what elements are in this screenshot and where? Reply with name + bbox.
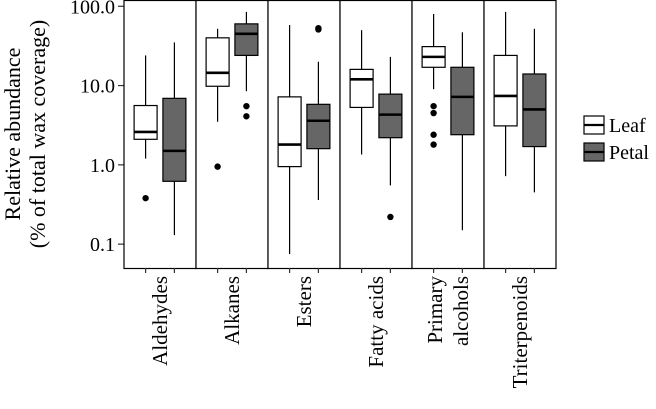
petal-box [234, 11, 259, 120]
y-axis-title: Relative abundance (% of total wax covera… [0, 20, 50, 248]
facet-panel [339, 0, 413, 273]
petal-box [450, 32, 475, 231]
category-labels: Aldehydes Alkanes Esters Fatty acids Primary… [148, 276, 532, 389]
box-body [349, 68, 374, 109]
facet-panel [195, 0, 269, 273]
outlier-point [430, 131, 437, 138]
category-label: Alkanes [220, 276, 244, 345]
y-axis-title-line: (% of total wax coverage) [25, 20, 50, 248]
category-label: Fatty acids [364, 276, 388, 368]
facet-panel [123, 0, 197, 273]
box-body [493, 54, 518, 127]
outlier-point [315, 26, 322, 33]
outlier-point [142, 194, 149, 202]
category-label: Esters [292, 276, 316, 327]
facet-panel [411, 0, 485, 273]
leaf-box [133, 55, 158, 202]
petal-box [306, 24, 331, 201]
y-tick-label: 1.0 [90, 155, 115, 177]
leaf-box [493, 11, 518, 177]
outlier-point [243, 102, 250, 110]
category-label: Aldehydes [148, 276, 172, 366]
outlier-point [430, 109, 437, 117]
box-body [162, 97, 187, 182]
box-body [133, 104, 158, 140]
leaf-box [277, 25, 302, 255]
y-tick-label: 100.0 [70, 0, 115, 18]
petal-box [162, 42, 187, 236]
y-tick-label: 10.0 [80, 76, 115, 98]
y-tick-label: 0.1 [90, 234, 115, 256]
box-body [450, 66, 475, 136]
outlier-point [430, 141, 437, 148]
leaf-box [421, 13, 446, 148]
legend-label: Petal [609, 142, 649, 164]
category-label: Primary [423, 276, 447, 344]
box-body [234, 23, 259, 57]
category-label: alcohols [449, 276, 473, 346]
y-axis-title-line: Relative abundance [0, 48, 25, 221]
box-body [277, 96, 302, 168]
petal-box [522, 28, 547, 193]
outlier-point [430, 102, 437, 110]
facet-panel [267, 0, 341, 273]
facet-panel [483, 0, 557, 273]
category-label: Triterpenoids [508, 276, 532, 388]
legend: Leaf Petal [583, 115, 649, 164]
legend-item-leaf: Leaf [583, 115, 646, 137]
petal-box [378, 56, 403, 221]
outlier-point [243, 113, 250, 120]
legend-item-petal: Petal [583, 142, 649, 164]
leaf-box [349, 30, 374, 155]
box-body [306, 103, 331, 150]
legend-label: Leaf [609, 115, 646, 137]
outlier-point [214, 163, 221, 170]
facet-panels [123, 0, 557, 273]
outlier-point [387, 213, 394, 221]
box-body [205, 37, 230, 87]
y-axis-ticks: 0.1 1.0 10.0 100.0 [70, 0, 124, 256]
leaf-box [205, 28, 230, 170]
